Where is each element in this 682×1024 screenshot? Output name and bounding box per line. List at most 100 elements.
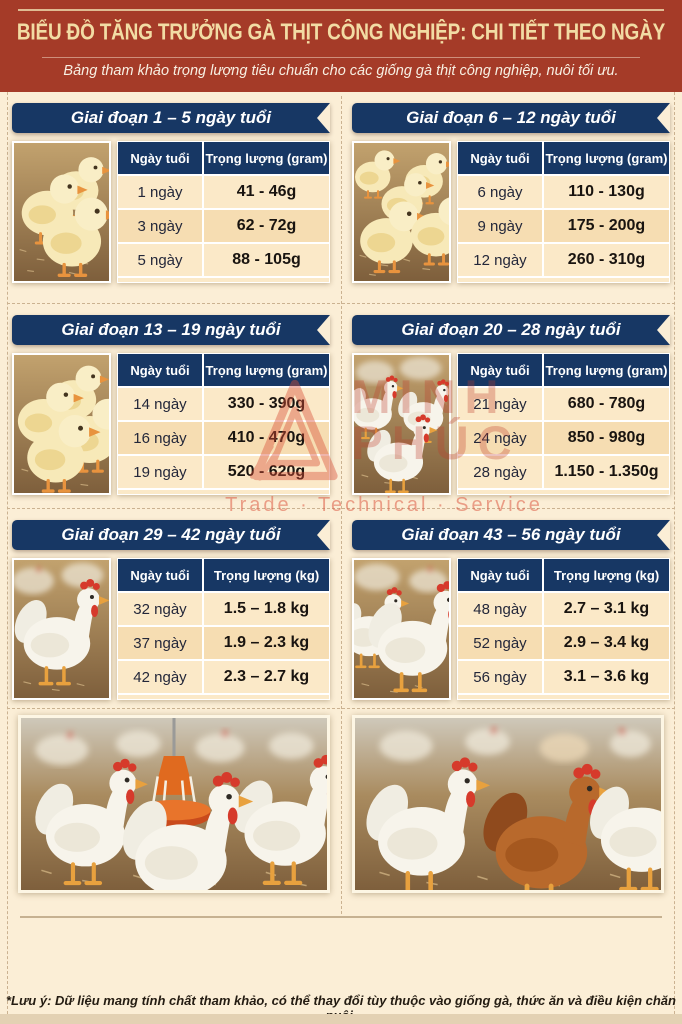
row-divider xyxy=(7,708,675,709)
stage-2-table: Ngày tuổi Trọng lượng (gram) 6 ngày 110 … xyxy=(457,141,670,283)
col-header-weight: Trọng lượng (kg) xyxy=(213,567,320,583)
col-header-day: Ngày tuổi xyxy=(118,142,204,174)
weight-cell: 520 - 620g xyxy=(204,456,329,488)
stage-2-banner: Giai đoạn 6 – 12 ngày tuổi xyxy=(352,103,670,133)
table-filler xyxy=(458,276,669,282)
photo-chicks-stage-1 xyxy=(12,141,111,283)
stage-panel-4: Giai đoạn 20 – 28 ngày tuổi Ngày t xyxy=(352,315,670,503)
col-header-weight: Trọng lượng (gram) xyxy=(205,362,328,378)
day-cell: 32 ngày xyxy=(118,593,204,625)
day-cell: 6 ngày xyxy=(458,176,544,208)
table-row: 5 ngày 88 - 105g xyxy=(118,242,329,276)
weight-cell: 175 - 200g xyxy=(544,210,669,242)
table-row: 32 ngày 1.5 – 1.8 kg xyxy=(118,591,329,625)
table-row: 24 ngày 850 - 980g xyxy=(458,420,669,454)
col-header-weight: Trọng lượng (gram) xyxy=(545,362,668,378)
photo-broilers-brown-hen xyxy=(352,715,664,893)
day-cell: 42 ngày xyxy=(118,661,204,693)
table-row: 42 ngày 2.3 – 2.7 kg xyxy=(118,659,329,693)
header-top-rule xyxy=(18,9,664,11)
row-divider xyxy=(7,508,675,509)
photo-broiler-stage-5 xyxy=(12,558,111,700)
stage-5-banner: Giai đoạn 29 – 42 ngày tuổi xyxy=(12,520,330,550)
weight-cell: 330 - 390g xyxy=(204,388,329,420)
weight-cell: 1.9 – 2.3 kg xyxy=(204,627,329,659)
day-cell: 52 ngày xyxy=(458,627,544,659)
weight-cell: 410 - 470g xyxy=(204,422,329,454)
weight-cell: 680 - 780g xyxy=(544,388,669,420)
stage-3-table: Ngày tuổi Trọng lượng (gram) 14 ngày 330… xyxy=(117,353,330,495)
header-band: BIỂU ĐỒ TĂNG TRƯỞNG GÀ THỊT CÔNG NGHIỆP:… xyxy=(0,0,682,92)
footer-divider xyxy=(20,916,662,918)
weight-cell: 1.5 – 1.8 kg xyxy=(204,593,329,625)
day-cell: 9 ngày xyxy=(458,210,544,242)
row-divider xyxy=(7,303,675,304)
weight-cell: 3.1 – 3.6 kg xyxy=(544,661,669,693)
col-header-weight: Trọng lượng (kg) xyxy=(553,567,660,583)
stage-1-table: Ngày tuổi Trọng lượng (gram) 1 ngày 41 -… xyxy=(117,141,330,283)
day-cell: 1 ngày xyxy=(118,176,204,208)
photo-chicks-stage-2 xyxy=(352,141,451,283)
stage-panel-3: Giai đoạn 13 – 19 ngày tuổi Ngày tuổi Tr… xyxy=(12,315,330,503)
stage-1-banner: Giai đoạn 1 – 5 ngày tuổi xyxy=(12,103,330,133)
col-header-day: Ngày tuổi xyxy=(458,354,544,386)
table-filler xyxy=(118,693,329,699)
day-cell: 24 ngày xyxy=(458,422,544,454)
stage-4-banner: Giai đoạn 20 – 28 ngày tuổi xyxy=(352,315,670,345)
col-header-weight: Trọng lượng (gram) xyxy=(545,150,668,166)
center-divider xyxy=(341,96,342,914)
day-cell: 5 ngày xyxy=(118,244,204,276)
table-row: 37 ngày 1.9 – 2.3 kg xyxy=(118,625,329,659)
col-header-day: Ngày tuổi xyxy=(118,559,204,591)
day-cell: 3 ngày xyxy=(118,210,204,242)
stage-3-banner: Giai đoạn 13 – 19 ngày tuổi xyxy=(12,315,330,345)
table-row: 19 ngày 520 - 620g xyxy=(118,454,329,488)
day-cell: 21 ngày xyxy=(458,388,544,420)
weight-cell: 850 - 980g xyxy=(544,422,669,454)
photo-broilers-feeder xyxy=(18,715,330,893)
day-cell: 37 ngày xyxy=(118,627,204,659)
day-cell: 28 ngày xyxy=(458,456,544,488)
col-header-day: Ngày tuổi xyxy=(458,142,544,174)
table-row: 56 ngày 3.1 – 3.6 kg xyxy=(458,659,669,693)
page-subtitle: Bảng tham khảo trọng lượng tiêu chuẩn ch… xyxy=(63,63,619,79)
day-cell: 56 ngày xyxy=(458,661,544,693)
table-row: 48 ngày 2.7 – 3.1 kg xyxy=(458,591,669,625)
weight-cell: 1.150 - 1.350g xyxy=(544,456,669,488)
day-cell: 48 ngày xyxy=(458,593,544,625)
table-row: 28 ngày 1.150 - 1.350g xyxy=(458,454,669,488)
weight-cell: 110 - 130g xyxy=(544,176,669,208)
table-row: 52 ngày 2.9 – 3.4 kg xyxy=(458,625,669,659)
table-row: 12 ngày 260 - 310g xyxy=(458,242,669,276)
table-row: 16 ngày 410 - 470g xyxy=(118,420,329,454)
weight-cell: 2.9 – 3.4 kg xyxy=(544,627,669,659)
col-header-weight: Trọng lượng (gram) xyxy=(205,150,328,166)
weight-cell: 2.3 – 2.7 kg xyxy=(204,661,329,693)
stage-panel-2: Giai đoạn 6 – 12 ngày tuổi Ngày tuổi Trọ… xyxy=(352,103,670,291)
weight-cell: 88 - 105g xyxy=(204,244,329,276)
table-filler xyxy=(458,488,669,494)
col-header-day: Ngày tuổi xyxy=(458,559,544,591)
photo-chicks-stage-3 xyxy=(12,353,111,495)
weight-cell: 41 - 46g xyxy=(204,176,329,208)
stage-6-banner: Giai đoạn 43 – 56 ngày tuổi xyxy=(352,520,670,550)
bottom-strip xyxy=(0,1014,682,1024)
day-cell: 19 ngày xyxy=(118,456,204,488)
table-filler xyxy=(118,276,329,282)
stage-panel-5: Giai đoạn 29 – 42 ngày tuổi Ngày tuổi xyxy=(12,520,330,708)
day-cell: 16 ngày xyxy=(118,422,204,454)
stage-6-table: Ngày tuổi Trọng lượng (kg) 48 ngày 2.7 –… xyxy=(457,558,670,700)
header-divider xyxy=(42,57,640,58)
day-cell: 14 ngày xyxy=(118,388,204,420)
weight-cell: 62 - 72g xyxy=(204,210,329,242)
table-row: 21 ngày 680 - 780g xyxy=(458,386,669,420)
weight-cell: 260 - 310g xyxy=(544,244,669,276)
col-header-day: Ngày tuổi xyxy=(118,354,204,386)
photo-young-chickens-stage-4 xyxy=(352,353,451,495)
table-row: 1 ngày 41 - 46g xyxy=(118,174,329,208)
day-cell: 12 ngày xyxy=(458,244,544,276)
photo-broiler-stage-6 xyxy=(352,558,451,700)
stage-4-table: Ngày tuổi Trọng lượng (gram) 21 ngày 680… xyxy=(457,353,670,495)
table-row: 6 ngày 110 - 130g xyxy=(458,174,669,208)
